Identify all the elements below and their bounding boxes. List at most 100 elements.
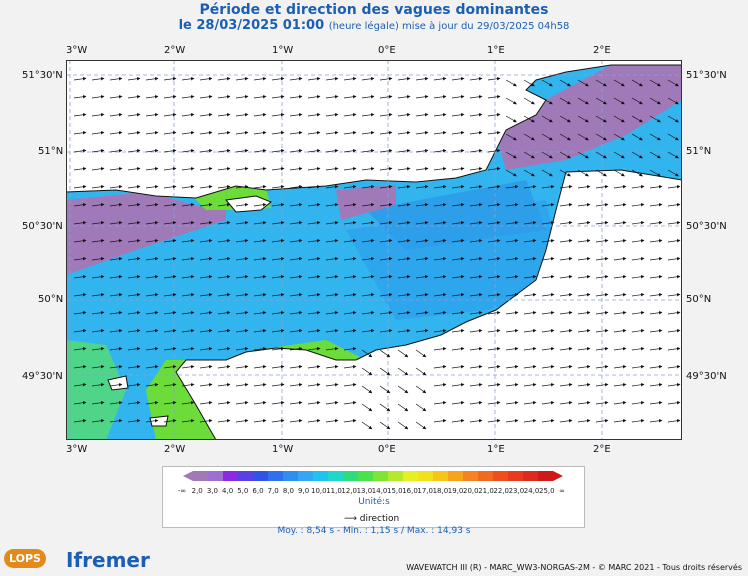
period-stats: Moy. : 8,54 s - Min. : 1,15 s / Max. : 1… [277, 526, 471, 536]
wave-period-map[interactable] [66, 60, 682, 440]
direction-arrow [415, 257, 429, 261]
direction-arrow [451, 257, 465, 261]
direction-arrow [451, 203, 465, 207]
direction-arrow [505, 115, 517, 123]
direction-arrow [325, 167, 339, 171]
direction-arrow [595, 239, 609, 243]
direction-arrow [397, 403, 409, 412]
direction-arrow [469, 131, 483, 135]
direction-arrow [397, 149, 411, 153]
direction-arrow [469, 401, 483, 405]
direction-arrow [559, 133, 571, 141]
direction-arrow [289, 383, 303, 387]
direction-arrow [469, 365, 483, 369]
direction-arrow [181, 347, 195, 351]
direction-arrow [91, 203, 105, 207]
direction-arrow [397, 131, 411, 135]
direction-arrow [361, 311, 375, 315]
direction-arrow [523, 365, 537, 369]
direction-arrow [469, 329, 483, 333]
direction-arrow [577, 365, 591, 369]
direction-arrow [217, 131, 231, 135]
direction-arrow [433, 347, 447, 351]
direction-arrow [199, 221, 213, 225]
direction-arrow [73, 275, 87, 279]
direction-arrow [559, 329, 573, 333]
direction-arrow [127, 113, 141, 117]
direction-arrow [271, 329, 285, 333]
direction-arrow [73, 293, 87, 297]
direction-arrow [343, 383, 357, 387]
direction-arrow [145, 293, 159, 297]
direction-arrow [379, 385, 391, 394]
direction-arrow [433, 149, 447, 153]
color-scale-swatch [358, 471, 374, 481]
direction-arrow [343, 149, 357, 153]
direction-arrow [667, 97, 679, 105]
direction-arrow [199, 203, 213, 207]
direction-arrow [613, 293, 627, 297]
direction-arrow [325, 257, 339, 261]
direction-arrow [307, 311, 321, 315]
direction-arrow [307, 149, 321, 153]
color-scale-swatch [268, 471, 284, 481]
direction-arrow [577, 203, 591, 207]
direction-arrow [181, 77, 195, 81]
lat-tick-right: 49°30'N [686, 371, 727, 382]
direction-arrow [451, 221, 465, 225]
direction-arrow [289, 311, 303, 315]
direction-arrow [559, 239, 573, 243]
direction-arrow [541, 329, 555, 333]
direction-arrow [523, 151, 535, 159]
direction-arrow [577, 275, 591, 279]
direction-arrow [307, 203, 321, 207]
direction-arrow [145, 185, 159, 189]
direction-arrow [361, 349, 373, 358]
lat-tick-right: 51°N [686, 146, 712, 157]
direction-arrow [505, 221, 519, 225]
direction-arrow [271, 275, 285, 279]
direction-arrow [631, 221, 645, 225]
direction-arrow [199, 167, 213, 171]
direction-arrow [307, 419, 321, 423]
subtitle-update: (heure légale) mise à jour du 29/03/2025… [328, 21, 570, 32]
direction-arrow [595, 419, 609, 423]
direction-arrow [559, 79, 571, 87]
direction-arrow [559, 383, 573, 387]
direction-arrow [325, 131, 339, 135]
direction-arrow [181, 257, 195, 261]
direction-arrow [487, 293, 501, 297]
direction-arrow [127, 383, 141, 387]
direction-arrow [109, 95, 123, 99]
lon-tick-bottom: 2°E [593, 444, 611, 455]
direction-arrow [127, 365, 141, 369]
direction-arrow [253, 185, 267, 189]
direction-arrow [631, 79, 643, 87]
direction-arrow [667, 293, 681, 297]
sea-zone-dark [366, 180, 546, 250]
direction-arrow [649, 151, 661, 159]
direction-arrow [577, 185, 591, 189]
direction-arrow [559, 221, 573, 225]
direction-arrow [415, 113, 429, 117]
direction-arrow [253, 347, 267, 351]
direction-arrow [649, 79, 661, 87]
legend-value-label: 5,0 [237, 487, 249, 495]
direction-arrow [361, 131, 375, 135]
direction-arrow [379, 203, 393, 207]
legend-value-label: -∞ [177, 487, 187, 495]
direction-arrow [433, 401, 447, 405]
direction-arrow [127, 239, 141, 243]
legend-value-label: 20,0 [463, 487, 479, 495]
direction-arrow [361, 367, 373, 376]
direction-arrow [181, 329, 195, 333]
direction-arrow [181, 383, 195, 387]
direction-arrow [523, 185, 537, 189]
direction-arrow [181, 293, 195, 297]
direction-arrow [469, 167, 483, 171]
direction-arrow [361, 239, 375, 243]
direction-arrow [613, 311, 627, 315]
direction-arrow [595, 401, 609, 405]
direction-arrow [361, 221, 375, 225]
direction-arrow [73, 203, 87, 207]
